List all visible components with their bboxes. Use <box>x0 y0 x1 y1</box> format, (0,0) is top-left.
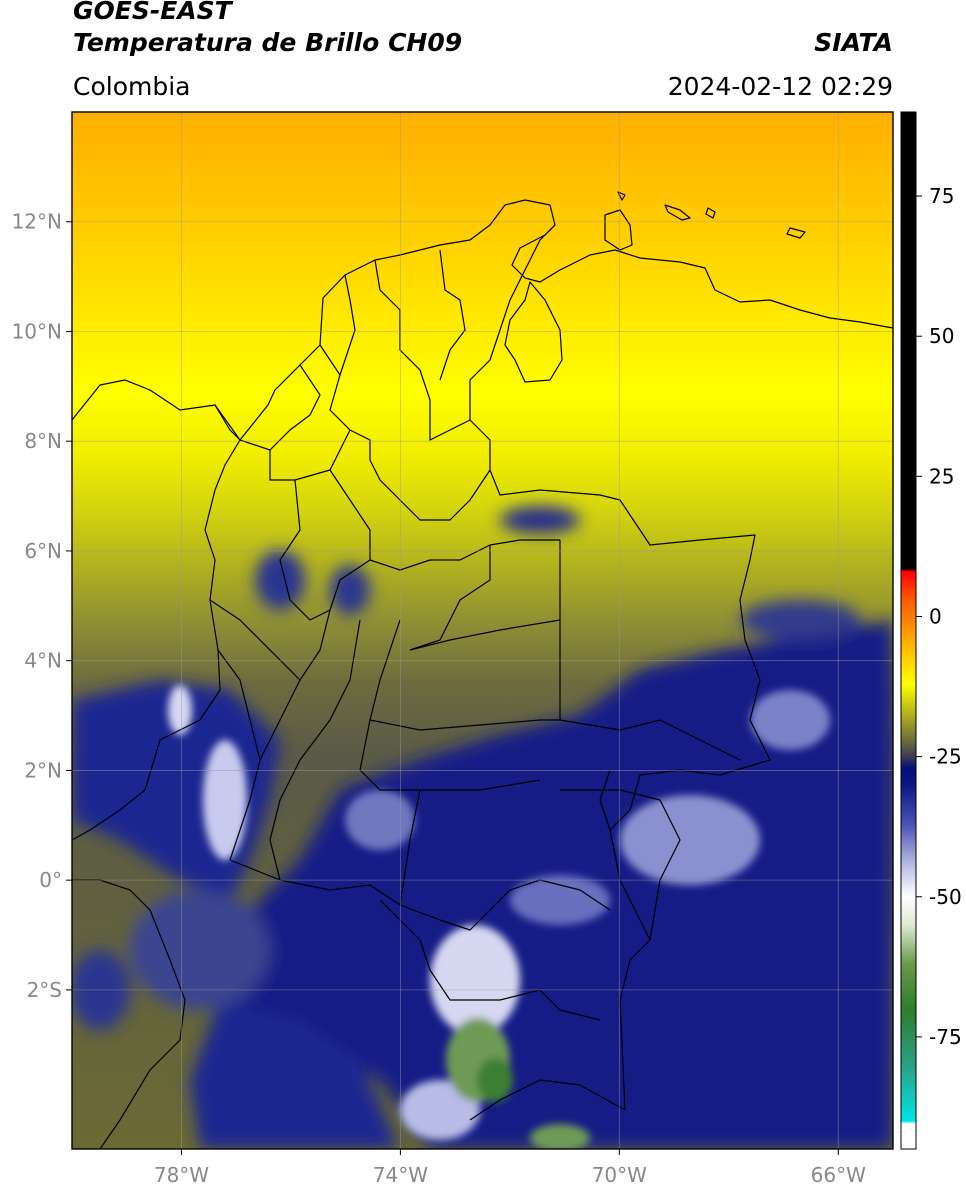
cold-top <box>203 740 247 860</box>
southern-border <box>229 859 611 931</box>
product-title: Temperatura de Brillo CH09 <box>73 28 463 57</box>
lat-tick-label: 6°N <box>24 539 62 563</box>
map-frame <box>71 111 894 1150</box>
colorbar-ticks: 75 50 25 0 -25 -50 -75 <box>916 184 962 1049</box>
lat-tick-label: 12°N <box>12 210 62 234</box>
southern-border <box>379 899 601 1021</box>
lat-tick-label: 0° <box>39 868 62 892</box>
venezuela-border <box>599 769 611 831</box>
colorbar-tick-label: 75 <box>929 184 954 208</box>
panama-border <box>214 404 241 441</box>
colorbar-tick-label: 0 <box>929 604 942 628</box>
colorbar-tick-label: -50 <box>929 885 962 909</box>
island <box>617 191 626 201</box>
lat-tick-label: 4°N <box>24 649 62 673</box>
colorbar-tick-label: 50 <box>929 324 954 348</box>
cold-top <box>430 925 520 1035</box>
cold-top <box>168 685 192 735</box>
cold-cloud-south <box>190 1000 400 1149</box>
island <box>786 227 806 239</box>
lon-tick-label: 74°W <box>373 1163 428 1187</box>
ecuador-coast <box>72 879 186 1149</box>
pacific-coast <box>72 439 241 841</box>
graticule <box>72 112 893 1149</box>
department-border <box>339 274 356 376</box>
satellite-title: GOES-EAST <box>73 0 232 25</box>
lon-tick-label: 78°W <box>154 1163 209 1187</box>
lat-tick-label: 10°N <box>12 319 62 343</box>
colombia-border <box>469 224 771 1121</box>
agency-label: SIATA <box>814 28 893 57</box>
cloud-patch <box>255 550 305 610</box>
department-border <box>239 364 321 451</box>
department-border <box>374 259 471 441</box>
cloud-patch <box>740 600 860 640</box>
cold-top <box>510 875 610 925</box>
lon-tick-label: 66°W <box>811 1163 866 1187</box>
cloud-patch <box>330 565 370 615</box>
island <box>705 207 716 219</box>
brightness-field <box>72 112 893 1149</box>
cold-top <box>345 790 415 850</box>
peninsula <box>604 209 633 251</box>
brazil-border <box>560 789 681 941</box>
department-border <box>279 479 331 621</box>
colorbar-tick-label: -75 <box>929 1025 962 1049</box>
colorbar <box>900 111 917 1150</box>
lon-tick-label: 70°W <box>592 1163 647 1187</box>
island <box>664 204 691 221</box>
department-border <box>209 599 301 681</box>
lat-tick-label: 8°N <box>24 429 62 453</box>
cloud-patch <box>130 890 270 1010</box>
department-border <box>319 344 491 521</box>
department-border <box>369 719 560 731</box>
department-border <box>217 649 261 761</box>
longitude-ticks: 78°W 74°W 70°W 66°W <box>154 1149 866 1187</box>
coastline <box>72 199 893 441</box>
department-border <box>409 619 561 651</box>
department-border <box>359 619 401 771</box>
datetime-label: 2024-02-12 02:29 <box>667 72 893 101</box>
colorbar-tick-label: -25 <box>929 745 962 769</box>
cold-top <box>400 1080 480 1140</box>
latitude-ticks: 12°N 10°N 8°N 6°N 4°N 2°N 0° 2°S <box>12 210 72 1002</box>
colorbar-tick-label: 25 <box>929 464 954 488</box>
department-border <box>329 469 371 611</box>
coldest-top <box>530 1124 590 1149</box>
cold-top <box>750 690 830 750</box>
department-border <box>229 609 331 861</box>
region-label: Colombia <box>73 72 191 101</box>
cold-top <box>620 795 760 885</box>
department-border <box>409 545 491 651</box>
lat-tick-label: 2°S <box>27 978 62 1002</box>
lat-tick-label: 2°N <box>24 758 62 782</box>
department-border <box>269 619 361 881</box>
cloud-patch <box>500 506 580 534</box>
boundaries <box>72 191 893 1149</box>
coldest-top <box>477 1058 513 1102</box>
department-border <box>399 789 421 906</box>
lake-maracaibo <box>504 281 563 383</box>
department-border <box>439 249 466 381</box>
